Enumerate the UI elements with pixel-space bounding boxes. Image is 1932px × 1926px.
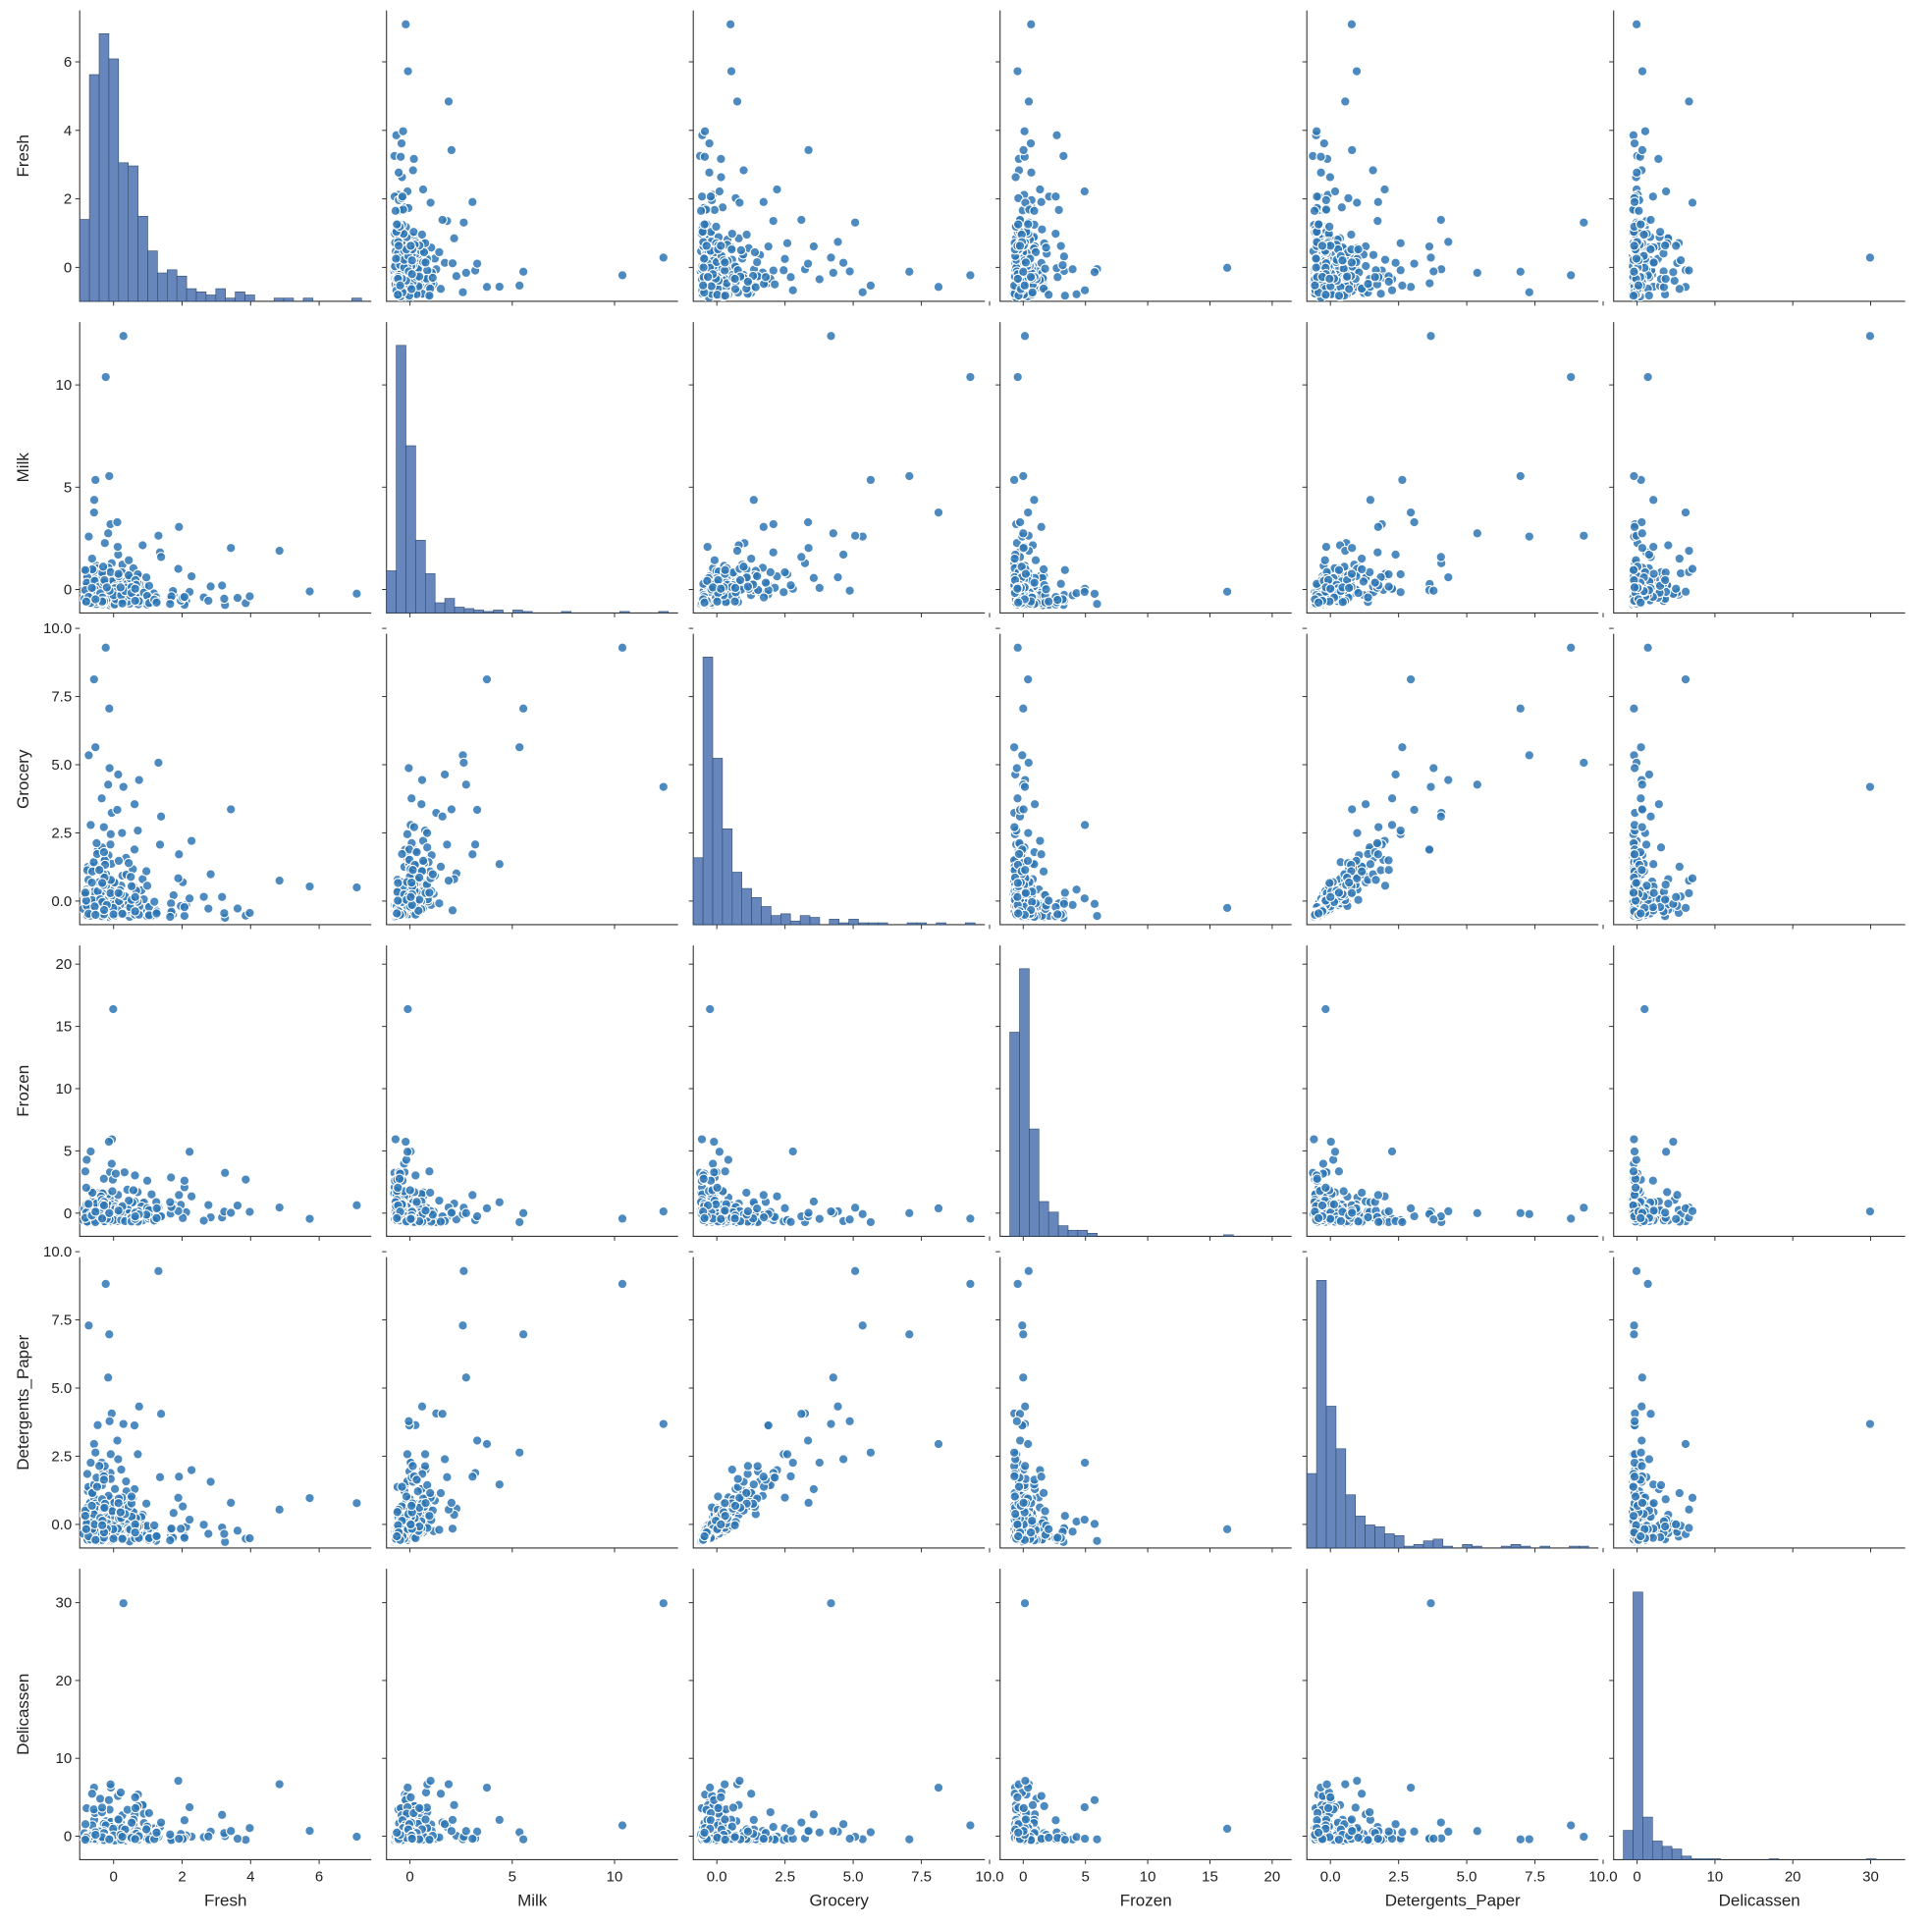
svg-text:0.0: 0.0 [51,893,72,910]
svg-text:Fresh: Fresh [14,134,32,177]
svg-text:0: 0 [64,259,72,276]
svg-text:Grocery: Grocery [14,749,32,809]
svg-text:5.0: 5.0 [51,757,72,774]
svg-text:0: 0 [64,1205,72,1222]
svg-text:10: 10 [56,377,73,394]
svg-text:2.5: 2.5 [51,825,72,841]
svg-text:2: 2 [64,191,72,208]
svg-text:20: 20 [56,956,73,973]
svg-text:7.5: 7.5 [51,689,72,706]
svg-text:5: 5 [64,1143,72,1159]
svg-text:15: 15 [56,1019,73,1036]
svg-text:0: 0 [64,582,72,599]
svg-text:10: 10 [56,1081,73,1097]
svg-text:Milk: Milk [14,453,32,483]
svg-text:Frozen: Frozen [14,1065,32,1117]
svg-text:6: 6 [64,54,72,71]
svg-text:4: 4 [64,123,72,139]
svg-text:5: 5 [64,479,72,496]
svg-text:10.0: 10.0 [43,620,72,637]
